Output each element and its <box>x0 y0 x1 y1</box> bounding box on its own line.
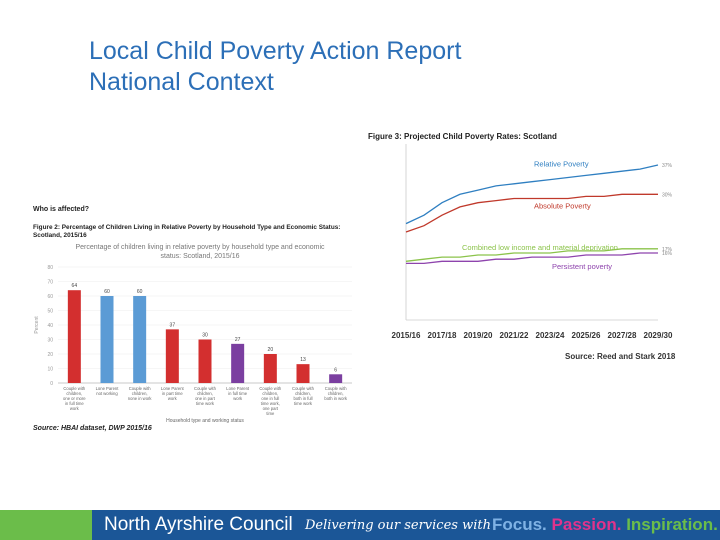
x-tick-label: 2021/22 <box>500 331 529 340</box>
series-line-1 <box>405 193 658 233</box>
bar-value-label-2: 60 <box>137 289 143 295</box>
category-label-8: Couple with children, both in work <box>324 386 347 401</box>
bar-5 <box>231 343 245 383</box>
category-label-2: Couple with children, none in work <box>128 386 153 401</box>
series-label-3: Persistent poverty <box>552 262 612 271</box>
bar-value-label-1: 60 <box>104 289 110 295</box>
footer-motto: Focus. Passion. Inspiration. <box>492 515 718 535</box>
motto-passion: Passion. <box>551 515 622 534</box>
series-end-label-1: 30% <box>662 192 673 198</box>
y-tick-label: 0 <box>50 381 53 387</box>
x-tick-label: 2015/16 <box>392 331 421 340</box>
y-tick-label: 40 <box>47 323 53 329</box>
bar-2 <box>133 296 147 383</box>
series-end-label-3: 16% <box>662 251 673 257</box>
slide-title-line1: Local Child Poverty Action Report <box>89 37 462 65</box>
category-label-6: Couple with children, one in full time work… <box>259 386 282 416</box>
category-label-0: Couple with children, one or more in full t… <box>63 386 86 411</box>
projected-poverty-chart: Figure 3: Projected Child Poverty Rates:… <box>368 130 698 365</box>
slide-title-line2: National Context <box>89 68 274 96</box>
category-label-1: Lone Parent not working <box>96 386 120 396</box>
bar-value-label-8: 6 <box>334 367 337 373</box>
y-axis-label: Percent <box>34 316 40 334</box>
series-end-label-0: 37% <box>662 163 673 169</box>
bar-1 <box>100 296 114 383</box>
figure3-title: Figure 3: Projected Child Poverty Rates:… <box>368 132 557 141</box>
bar-0 <box>67 290 81 383</box>
figure2-inner-title: Percentage of children living in relativ… <box>75 244 325 260</box>
bar-value-label-0: 64 <box>72 283 78 289</box>
bar-value-label-6: 20 <box>268 347 274 353</box>
footer-tagline: Delivering our services with <box>305 518 491 533</box>
series-end-label-2: 17% <box>662 247 673 253</box>
category-label-5: Lone Parent in full time work <box>226 386 250 401</box>
y-tick-label: 30 <box>47 338 53 344</box>
figure3-source: Source: Reed and Stark 2018 <box>565 352 676 361</box>
y-tick-label: 60 <box>47 294 53 300</box>
category-label-4: Couple with children, one in part time work <box>194 386 217 406</box>
y-tick-label: 50 <box>47 309 53 315</box>
footer-green-block <box>0 510 92 540</box>
bar-value-label-3: 37 <box>170 322 176 328</box>
bar-value-label-4: 30 <box>202 333 208 339</box>
footer-banner: North Ayrshire Council Delivering our se… <box>0 510 720 540</box>
series-line-2 <box>405 248 658 262</box>
series-line-3 <box>406 252 658 265</box>
category-label-7: Couple with children, both in full time wor… <box>292 386 315 406</box>
y-tick-label: 20 <box>47 352 53 358</box>
figure2-title: Figure 2: Percentage of Children Living … <box>33 224 341 239</box>
bar-6 <box>263 354 277 383</box>
figure2-source: Source: HBAI dataset, DWP 2015/16 <box>33 425 152 432</box>
who-affected-heading: Who is affected? <box>33 206 90 213</box>
x-tick-label: 2019/20 <box>464 331 493 340</box>
x-tick-label: 2029/30 <box>644 331 673 340</box>
bar-8 <box>329 374 343 383</box>
bar-4 <box>198 339 212 383</box>
x-tick-label: 2023/24 <box>536 331 565 340</box>
x-axis-label: Household type and working status <box>166 418 244 424</box>
series-label-1: Absolute Poverty <box>534 201 591 210</box>
figure3-plot: Relative Poverty 37% Absolute Poverty 30% Co… <box>392 144 673 340</box>
x-tick-label: 2027/28 <box>608 331 637 340</box>
slide-title: Local Child Poverty Action Report Nation… <box>89 36 461 98</box>
figure2-plot: 0 10 20 30 40 50 60 70 80 Percent 64 Couple with chi… <box>34 265 352 424</box>
category-label-3: Lone Parent in part time work <box>161 386 185 401</box>
y-tick-label: 80 <box>47 265 53 271</box>
household-poverty-chart: Who is affected? Figure 2: Percentage of… <box>30 203 360 435</box>
series-line-0 <box>405 164 659 225</box>
motto-focus: Focus. <box>492 515 547 534</box>
series-label-0: Relative Poverty <box>534 159 589 168</box>
y-tick-label: 10 <box>47 367 53 373</box>
x-tick-label: 2017/18 <box>428 331 457 340</box>
bar-7 <box>296 364 310 383</box>
bar-value-label-5: 27 <box>235 337 241 343</box>
council-name: North Ayrshire Council <box>104 514 293 535</box>
x-tick-label: 2025/26 <box>572 331 601 340</box>
bar-value-label-7: 13 <box>300 357 306 363</box>
y-tick-label: 70 <box>47 280 53 286</box>
bar-3 <box>165 329 179 383</box>
motto-inspiration: Inspiration. <box>626 515 718 534</box>
series-label-2: Combined low income and material depriva… <box>462 243 618 252</box>
